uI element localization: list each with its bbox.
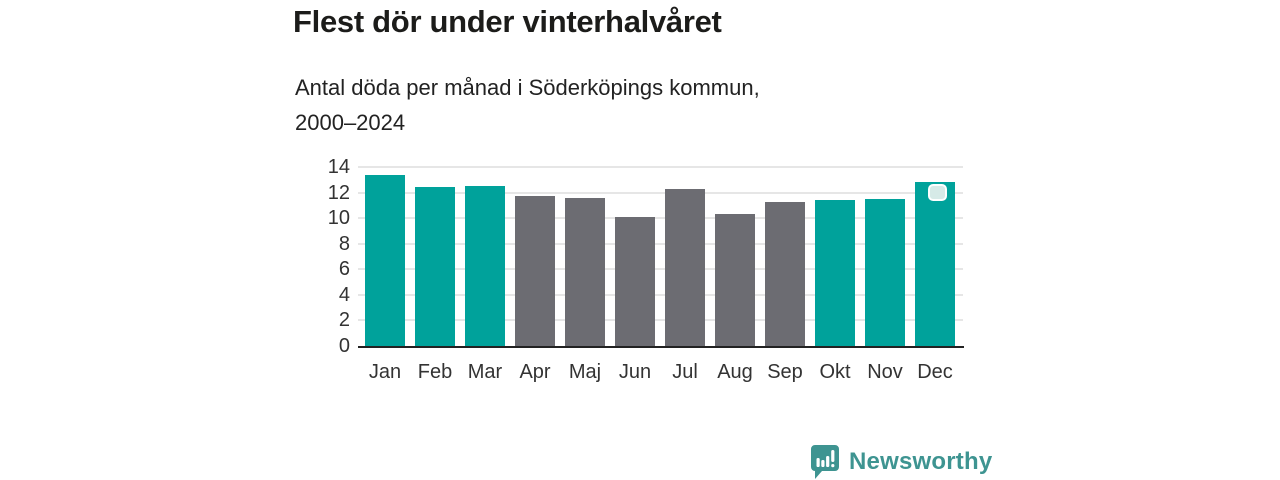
x-label-apr: Apr xyxy=(519,361,551,383)
chart-title: Flest dör under vinterhalvåret xyxy=(293,4,722,39)
bar-jan xyxy=(365,174,405,346)
bar-apr xyxy=(515,196,555,346)
y-tick-6: 6 xyxy=(338,258,350,281)
y-tick-8: 8 xyxy=(338,232,350,255)
y-tick-4: 4 xyxy=(338,283,350,306)
bar-nov xyxy=(865,198,905,346)
chart-subtitle-line1: Antal döda per månad i Söderköpings komm… xyxy=(295,75,760,100)
chart-subtitle-line2: 2000–2024 xyxy=(295,110,406,135)
brand-name: Newsworthy xyxy=(849,448,993,475)
y-tick-10: 10 xyxy=(327,207,350,230)
bar-okt xyxy=(815,200,855,346)
y-tick-2: 2 xyxy=(338,309,350,332)
x-label-aug: Aug xyxy=(717,361,753,383)
gridline-12 xyxy=(358,191,963,194)
bar-feb xyxy=(415,187,455,346)
chart-subtitle: Antal döda per månad i Söderköpings komm… xyxy=(295,70,915,140)
x-label-jun: Jun xyxy=(618,361,652,383)
bar-sep xyxy=(765,201,805,346)
gridline-8 xyxy=(358,242,963,245)
x-label-jul: Jul xyxy=(672,361,698,383)
x-label-sep: Sep xyxy=(767,361,803,383)
bar-dec xyxy=(915,182,955,346)
gridline-2 xyxy=(358,319,963,322)
x-label-nov: Nov xyxy=(867,361,903,383)
y-tick-12: 12 xyxy=(327,181,350,204)
x-label-mar: Mar xyxy=(467,361,503,383)
bar-aug xyxy=(715,214,755,346)
highlight-marker xyxy=(928,184,947,202)
plot-area xyxy=(358,166,963,346)
x-label-okt: Okt xyxy=(819,361,851,383)
gridline-14 xyxy=(358,166,963,168)
bar-maj xyxy=(565,197,605,346)
y-tick-0: 0 xyxy=(338,335,350,357)
x-label-maj: Maj xyxy=(568,361,602,383)
gridline-10 xyxy=(358,217,963,220)
x-axis-line xyxy=(358,346,964,348)
newsworthy-logo-icon xyxy=(811,445,839,479)
y-tick-14: 14 xyxy=(327,156,350,178)
brand-footer: Newsworthy xyxy=(810,444,992,480)
bar-jul xyxy=(665,188,705,346)
gridline-6 xyxy=(358,268,963,271)
x-label-dec: Dec xyxy=(917,361,953,383)
gridline-4 xyxy=(358,293,963,296)
bar-mar xyxy=(465,186,505,346)
x-label-feb: Feb xyxy=(417,361,453,383)
bar-jun xyxy=(615,216,655,346)
x-label-jan: Jan xyxy=(368,361,402,383)
